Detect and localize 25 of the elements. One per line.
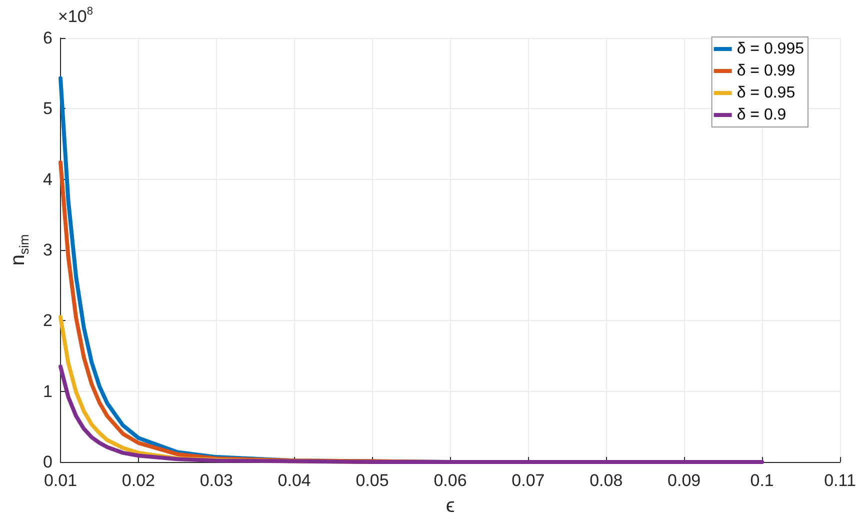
legend-label: δ = 0.995 xyxy=(736,40,804,58)
x-tick-label: 0.11 xyxy=(824,471,856,490)
y-tick-label: 3 xyxy=(43,240,52,260)
x-tick-label: 0.03 xyxy=(200,471,233,490)
y-tick-label: 5 xyxy=(43,99,52,118)
legend-label: δ = 0.99 xyxy=(736,62,796,80)
y-tick-label: 6 xyxy=(43,28,52,48)
x-tick-label: 0.05 xyxy=(356,471,389,490)
legend-label: δ = 0.95 xyxy=(736,84,796,102)
legend-label: δ = 0.9 xyxy=(736,106,786,124)
x-tick-label: 0.01 xyxy=(44,471,78,490)
x-tick-label: 0.1 xyxy=(750,471,774,490)
x-tick-label: 0.06 xyxy=(434,471,467,490)
x-tick-label: 0.08 xyxy=(590,471,623,490)
y-axis-title: nsim xyxy=(7,234,32,266)
x-tick-label: 0.02 xyxy=(122,471,155,490)
y-tick-label: 4 xyxy=(43,170,52,189)
x-axis-title: ϵ xyxy=(446,495,455,517)
x-tick-label: 0.04 xyxy=(278,471,311,490)
x-tick-label: 0.07 xyxy=(512,471,545,490)
line-series xyxy=(58,364,764,464)
y-tick-label: 1 xyxy=(43,382,52,401)
y-tick-label: 2 xyxy=(43,311,52,330)
y-tick-label: 0 xyxy=(43,452,52,472)
x-tick-label: 0.09 xyxy=(668,471,701,490)
